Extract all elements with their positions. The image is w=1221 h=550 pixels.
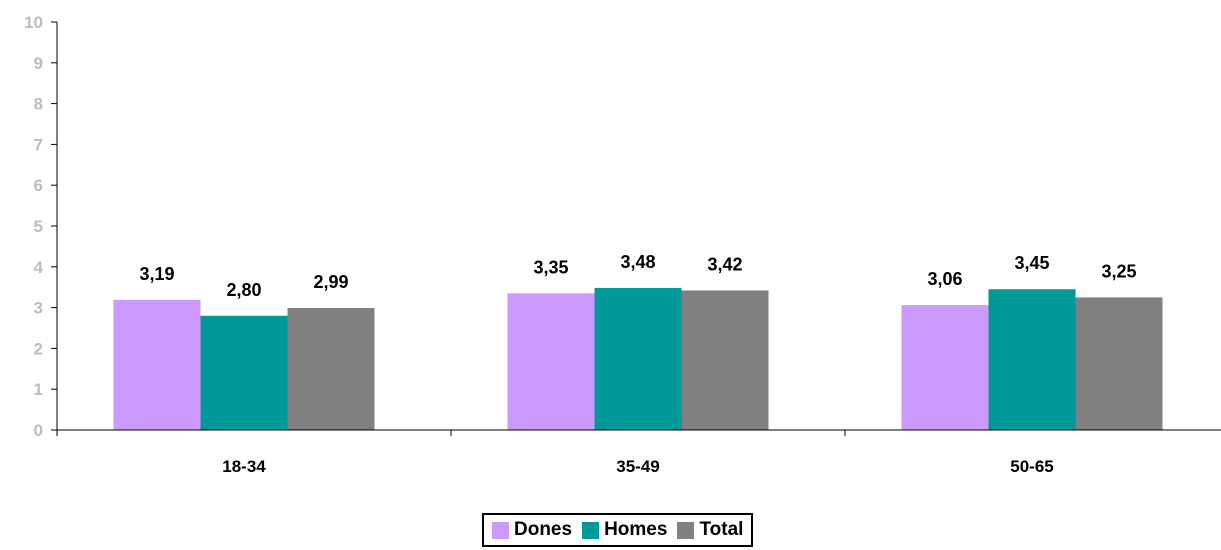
bar-homes-50-65 [988,289,1076,430]
bar-total-18-34 [287,308,375,430]
legend-swatch-total [677,521,695,539]
bars-group [113,288,1163,430]
data-label-total-35-49: 3,42 [707,254,742,274]
y-tick-label: 5 [34,217,43,236]
y-tick-label: 1 [34,380,43,399]
bar-dones-35-49 [507,293,595,430]
bar-chart: 0 1 2 3 4 5 6 7 8 9 10 3,19 2,80 2,99 3,35 3,48 3,42 3,0… [24,13,1221,476]
y-tick-label: 3 [34,299,43,318]
data-label-dones-35-49: 3,35 [533,257,568,277]
data-label-homes-35-49: 3,48 [620,252,655,272]
y-axis-ticks: 0 1 2 3 4 5 6 7 8 9 10 [24,13,57,440]
legend-swatch-dones [492,521,509,539]
y-tick-label: 2 [34,339,43,358]
y-tick-label: 9 [34,54,43,73]
y-tick-label: 4 [34,258,44,277]
bar-homes-35-49 [594,288,682,430]
x-tick-label-50-65: 50-65 [1010,457,1053,476]
y-tick-label: 0 [34,421,43,440]
y-tick-label: 6 [34,176,43,195]
x-axis-ticks: 18-34 35-49 50-65 [56,430,1054,476]
bar-total-35-49 [681,290,769,430]
data-label-dones-18-34: 3,19 [139,264,174,284]
x-tick-label-18-34: 18-34 [222,457,266,476]
data-label-dones-50-65: 3,06 [927,269,962,289]
legend-swatch-homes [582,521,600,539]
legend-label-dones: Dones [514,519,573,540]
data-label-homes-18-34: 2,80 [226,280,261,300]
bar-dones-18-34 [113,299,201,430]
bar-homes-18-34 [200,315,288,430]
y-tick-label: 10 [24,13,43,32]
legend-item-homes: Homes [582,519,667,541]
y-tick-label: 7 [34,135,43,154]
legend-item-total: Total [677,519,743,541]
y-tick-label: 8 [34,95,43,114]
bar-dones-50-65 [901,305,989,430]
legend-item-dones: Dones [492,519,572,541]
x-tick-label-35-49: 35-49 [616,457,659,476]
data-label-total-18-34: 2,99 [313,272,348,292]
bar-total-50-65 [1075,297,1163,430]
legend-label-homes: Homes [604,519,668,540]
data-labels-group: 3,19 2,80 2,99 3,35 3,48 3,42 3,06 3,45 3,25 [139,252,1136,300]
legend: Dones Homes Total [482,513,754,547]
data-label-total-50-65: 3,25 [1101,261,1136,281]
legend-label-total: Total [699,519,744,540]
data-label-homes-50-65: 3,45 [1014,253,1049,273]
